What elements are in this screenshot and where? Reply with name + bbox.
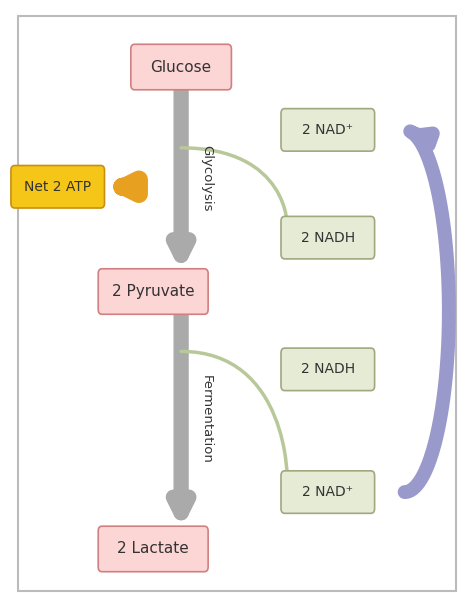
Text: Fermentation: Fermentation (200, 375, 213, 464)
Text: 2 NAD⁺: 2 NAD⁺ (302, 485, 353, 499)
Text: 2 NADH: 2 NADH (301, 231, 355, 245)
FancyBboxPatch shape (18, 16, 456, 591)
Text: 2 NADH: 2 NADH (301, 362, 355, 376)
FancyBboxPatch shape (98, 269, 208, 314)
FancyBboxPatch shape (281, 348, 374, 391)
FancyBboxPatch shape (281, 109, 374, 151)
FancyBboxPatch shape (281, 471, 374, 514)
Text: Glucose: Glucose (151, 59, 212, 75)
Text: 2 Lactate: 2 Lactate (117, 541, 189, 557)
Text: Glycolysis: Glycolysis (200, 146, 213, 212)
FancyBboxPatch shape (281, 216, 374, 259)
Text: 2 NAD⁺: 2 NAD⁺ (302, 123, 353, 137)
FancyBboxPatch shape (98, 526, 208, 572)
Text: Net 2 ATP: Net 2 ATP (24, 180, 91, 194)
FancyBboxPatch shape (131, 44, 231, 90)
FancyBboxPatch shape (11, 166, 105, 208)
FancyArrowPatch shape (181, 148, 298, 234)
Text: 2 Pyruvate: 2 Pyruvate (112, 284, 194, 299)
FancyArrowPatch shape (181, 351, 298, 488)
